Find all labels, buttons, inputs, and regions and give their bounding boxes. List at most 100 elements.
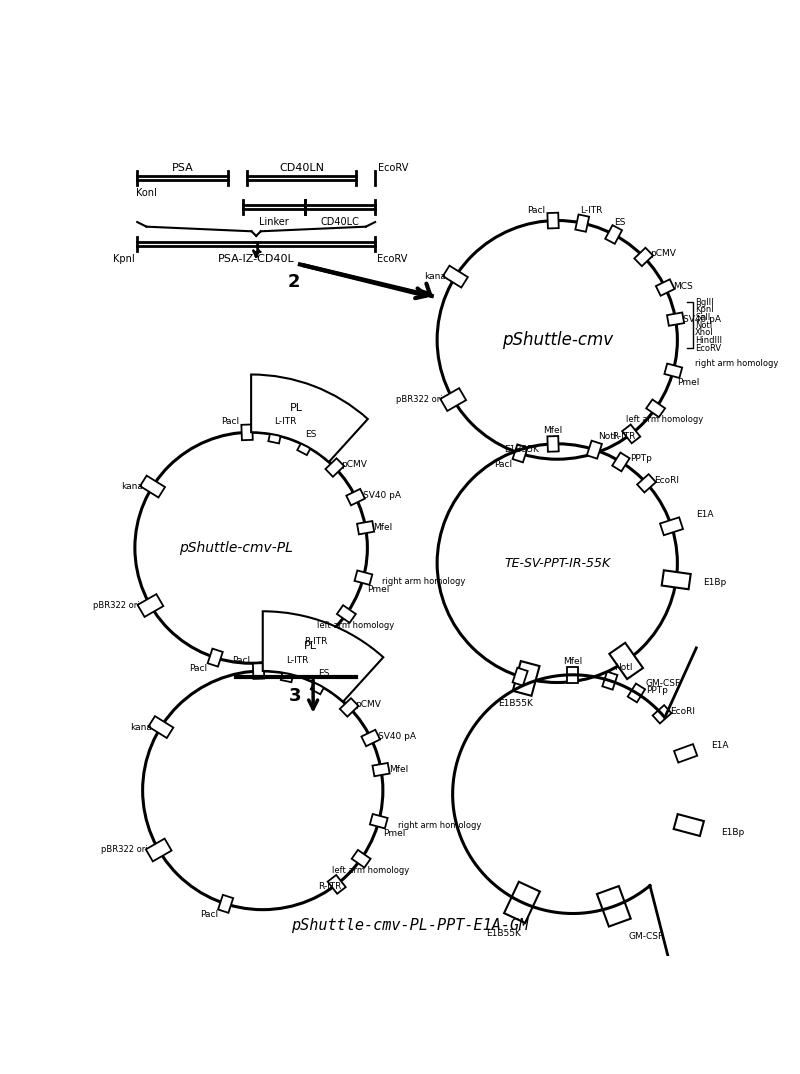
Text: E1Bp: E1Bp — [703, 579, 726, 587]
Bar — [646, 400, 665, 417]
Bar — [242, 424, 253, 440]
Text: CD40LC: CD40LC — [321, 217, 360, 228]
Bar — [622, 424, 640, 444]
Bar — [637, 474, 656, 493]
Text: PmeI: PmeI — [382, 829, 405, 838]
Text: L-ITR: L-ITR — [581, 205, 603, 215]
Bar — [587, 440, 602, 459]
Text: MfeI: MfeI — [374, 523, 393, 533]
Text: pShuttle-cmv-PL: pShuttle-cmv-PL — [178, 541, 293, 555]
Text: NotI: NotI — [598, 433, 617, 441]
Text: 3: 3 — [289, 687, 302, 706]
Bar — [575, 215, 589, 232]
Text: ES: ES — [318, 669, 330, 679]
Text: SV40 pA: SV40 pA — [378, 732, 417, 741]
Bar — [148, 716, 174, 738]
Bar — [346, 489, 365, 506]
Text: E1Bp: E1Bp — [721, 828, 744, 837]
Text: KpnI: KpnI — [695, 305, 714, 315]
Text: SV40 pA: SV40 pA — [683, 315, 722, 323]
Bar — [660, 518, 683, 535]
Bar — [310, 676, 327, 694]
Text: pBR322 ori: pBR322 ori — [93, 601, 139, 610]
Bar — [362, 729, 380, 746]
Text: SalI: SalI — [695, 314, 710, 322]
Bar — [298, 436, 314, 455]
Text: EcoRV: EcoRV — [378, 163, 409, 173]
Text: PacI: PacI — [190, 664, 207, 672]
Text: pCMV: pCMV — [650, 248, 676, 258]
Text: EcoRI: EcoRI — [670, 708, 694, 716]
Bar — [328, 875, 346, 894]
Text: PacI: PacI — [221, 418, 239, 426]
Text: EcoRV: EcoRV — [695, 344, 722, 353]
Wedge shape — [251, 375, 368, 462]
Text: ES: ES — [614, 218, 625, 228]
Text: XhoI: XhoI — [695, 329, 714, 337]
Text: L-ITR: L-ITR — [274, 418, 296, 426]
Text: 1: 1 — [251, 241, 262, 256]
Text: Linker: Linker — [259, 217, 290, 228]
Text: NotI: NotI — [695, 321, 713, 330]
Text: EcoRI: EcoRI — [654, 476, 679, 484]
Bar — [597, 886, 630, 927]
Text: SV40 pA: SV40 pA — [363, 491, 402, 500]
Text: PPTp: PPTp — [630, 454, 652, 463]
Bar — [253, 663, 264, 679]
Text: MfeI: MfeI — [389, 765, 408, 774]
Bar — [602, 671, 618, 690]
Bar — [281, 665, 294, 682]
Bar — [357, 521, 374, 535]
Text: PPTp: PPTp — [646, 685, 668, 695]
Text: KonI: KonI — [136, 188, 157, 199]
Text: PSA: PSA — [172, 163, 194, 173]
Bar — [337, 605, 356, 623]
Bar — [653, 706, 671, 724]
Text: MfeI: MfeI — [563, 656, 582, 666]
Text: NotI: NotI — [614, 664, 633, 672]
Bar — [138, 594, 163, 616]
Text: E1A: E1A — [696, 510, 714, 519]
Text: ES: ES — [305, 431, 317, 439]
Text: PacI: PacI — [494, 460, 512, 468]
Bar — [664, 364, 682, 378]
Text: pBR322 ori: pBR322 ori — [396, 395, 442, 404]
Text: E1B55K: E1B55K — [498, 699, 533, 708]
Text: PmeI: PmeI — [677, 378, 699, 388]
Text: pCMV: pCMV — [355, 700, 382, 709]
Bar — [667, 313, 684, 325]
Text: left arm homology: left arm homology — [626, 416, 703, 424]
Bar — [340, 698, 358, 716]
Text: PacI: PacI — [200, 910, 218, 919]
Text: MfeI: MfeI — [543, 425, 562, 435]
Text: R-ITR: R-ITR — [318, 883, 342, 891]
Bar — [268, 426, 282, 444]
Bar — [443, 265, 468, 288]
Text: GM-CSF: GM-CSF — [629, 932, 664, 941]
Bar — [218, 895, 233, 913]
Text: E1A: E1A — [711, 741, 729, 750]
Bar — [612, 452, 630, 471]
Text: PL: PL — [290, 403, 303, 413]
Text: E1B55K: E1B55K — [504, 445, 538, 453]
Bar — [610, 643, 643, 679]
Text: MCS: MCS — [673, 281, 693, 290]
Text: PacI: PacI — [232, 656, 250, 665]
Text: R-ITR: R-ITR — [613, 432, 636, 441]
Bar — [634, 248, 653, 266]
Text: R-ITR: R-ITR — [304, 637, 327, 647]
Bar — [326, 459, 344, 477]
Bar — [628, 683, 645, 702]
Bar — [208, 649, 222, 667]
Bar — [606, 226, 622, 244]
Text: pCMV: pCMV — [341, 460, 367, 469]
Bar — [370, 814, 388, 828]
Text: PacI: PacI — [527, 205, 545, 215]
Text: EcoRV: EcoRV — [378, 253, 408, 263]
Bar — [513, 445, 528, 463]
Bar — [656, 279, 674, 295]
Text: BglII: BglII — [695, 297, 714, 307]
Text: L-ITR: L-ITR — [286, 656, 308, 665]
Text: pShuttle-cmv-PL-PPT-E1A-GM: pShuttle-cmv-PL-PPT-E1A-GM — [291, 918, 529, 932]
Bar — [547, 213, 558, 229]
